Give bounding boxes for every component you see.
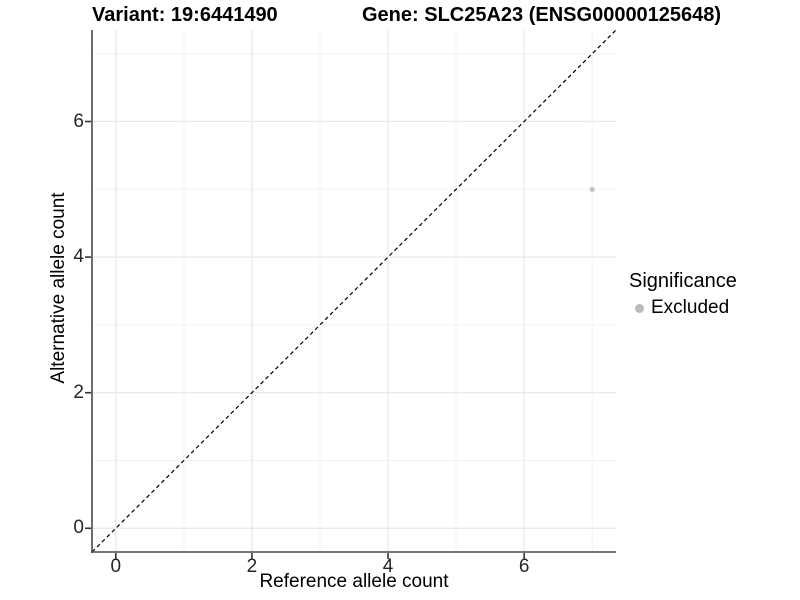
legend-title: Significance: [629, 270, 737, 292]
identity-reference-line: [91, 29, 617, 553]
y-tick-label: 2: [73, 381, 84, 403]
legend-key-dot-icon: [635, 303, 644, 313]
y-tick-label: 6: [73, 110, 84, 132]
data-point: [589, 186, 595, 192]
y-tick-label: 4: [73, 246, 84, 268]
plot-title-gene: Gene: SLC25A23 (ENSG00000125648): [362, 4, 722, 26]
x-tick-label: 2: [246, 556, 258, 577]
legend-item-label: Excluded: [651, 297, 730, 318]
legend-item-excluded: Excluded: [635, 297, 737, 319]
y-axis-label: Alternative allele count: [48, 192, 69, 384]
x-tick-label: 6: [518, 556, 530, 577]
x-tick-label: 0: [110, 556, 122, 577]
legend: Significance Excluded: [629, 270, 737, 319]
plot-title-variant: Variant: 19:6441490: [92, 4, 278, 26]
x-axis-label: Reference allele count: [259, 571, 449, 592]
x-tick-label: 4: [382, 556, 394, 577]
y-tick-label: 0: [73, 517, 84, 539]
